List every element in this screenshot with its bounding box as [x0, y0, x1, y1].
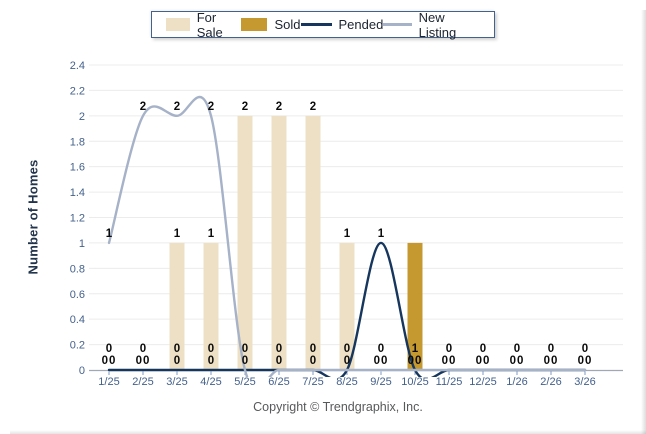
- svg-text:0: 0: [79, 365, 85, 377]
- legend-item-new-listing: New Listing: [383, 10, 480, 40]
- svg-text:1.8: 1.8: [70, 136, 85, 148]
- pended-line-icon: [300, 23, 332, 26]
- svg-text:1: 1: [106, 228, 113, 240]
- svg-text:0: 0: [310, 343, 316, 355]
- svg-text:11/25: 11/25: [436, 376, 463, 388]
- svg-text:5/25: 5/25: [234, 376, 255, 388]
- svg-text:2: 2: [79, 111, 85, 123]
- svg-text:0: 0: [208, 343, 214, 355]
- svg-text:0: 0: [378, 343, 384, 355]
- svg-text:1.6: 1.6: [70, 162, 85, 174]
- svg-text:0: 0: [208, 355, 214, 367]
- baseline-value-labels: 0 0 0 0 0 0 0 0 0 1 0 0 0 0 000 00 0 0 0 0 0 0 00 00 00 00 00 00 00: [102, 343, 593, 367]
- svg-text:00: 00: [476, 355, 491, 367]
- svg-text:0: 0: [106, 343, 112, 355]
- bars-sold: [407, 242, 423, 370]
- svg-text:9/25: 9/25: [370, 376, 391, 388]
- svg-text:00: 00: [442, 355, 457, 367]
- svg-text:10/25: 10/25: [401, 376, 429, 388]
- svg-text:2: 2: [242, 101, 248, 113]
- panel-shadow-bottom: [10, 430, 646, 434]
- legend: For Sale Sold Pended New Listing: [151, 10, 495, 40]
- svg-text:0: 0: [344, 355, 350, 367]
- svg-text:0: 0: [310, 355, 316, 367]
- sold-swatch-icon: [241, 18, 268, 31]
- svg-text:1.2: 1.2: [70, 213, 85, 225]
- legend-label-sold: Sold: [274, 17, 301, 32]
- svg-text:0: 0: [276, 343, 282, 355]
- svg-text:0: 0: [446, 343, 452, 355]
- new-listing-line-icon: [383, 23, 412, 26]
- legend-item-pended: Pended: [300, 17, 384, 32]
- svg-text:2: 2: [174, 101, 180, 113]
- grid-lines: [89, 64, 623, 346]
- svg-text:1.4: 1.4: [70, 187, 85, 199]
- svg-text:3/25: 3/25: [166, 376, 187, 388]
- svg-text:1/26: 1/26: [506, 376, 527, 388]
- svg-text:0: 0: [548, 343, 554, 355]
- svg-text:0: 0: [242, 343, 248, 355]
- svg-text:0.8: 0.8: [70, 263, 85, 275]
- legend-label-new-listing: New Listing: [418, 9, 457, 40]
- svg-text:2: 2: [310, 101, 316, 113]
- svg-text:2.4: 2.4: [70, 60, 85, 72]
- svg-text:2/26: 2/26: [540, 376, 561, 388]
- legend-label-for-sale: For Sale: [196, 9, 223, 40]
- svg-text:1: 1: [344, 228, 351, 240]
- svg-text:2.2: 2.2: [70, 85, 85, 97]
- legend-label-pended: Pended: [338, 17, 384, 32]
- svg-text:4/25: 4/25: [200, 376, 221, 388]
- svg-text:2: 2: [276, 101, 282, 113]
- svg-text:1: 1: [412, 343, 419, 355]
- value-labels: 1 2 2 1 2 1 2 2 2 1 1: [106, 101, 385, 240]
- svg-text:0.4: 0.4: [70, 314, 85, 326]
- bars-for-sale: [169, 115, 355, 370]
- svg-text:2: 2: [140, 101, 146, 113]
- svg-text:0: 0: [276, 355, 282, 367]
- x-axis-labels: 1/25 2/25 3/25 4/25 5/25 6/25 7/25 8/25 9/25 10/2…: [98, 376, 595, 388]
- svg-text:1: 1: [208, 228, 215, 240]
- svg-text:00: 00: [578, 355, 593, 367]
- svg-text:0: 0: [514, 343, 520, 355]
- svg-text:8/25: 8/25: [336, 376, 357, 388]
- svg-text:2: 2: [208, 101, 214, 113]
- copyright-text: Copyright © Trendgraphix, Inc.: [253, 400, 423, 414]
- panel-shadow-right: [641, 10, 646, 434]
- svg-text:1: 1: [378, 228, 385, 240]
- svg-text:0: 0: [582, 343, 588, 355]
- svg-text:00: 00: [408, 355, 423, 367]
- svg-text:00: 00: [374, 355, 389, 367]
- svg-text:3/26: 3/26: [574, 376, 595, 388]
- y-axis-labels: 0 0.2 0.4 0.6 0.8 1 1.2 1.4 1.6 1.8 2 2.2 2.4: [70, 60, 85, 377]
- svg-text:0.6: 0.6: [70, 289, 85, 301]
- svg-text:00: 00: [136, 355, 151, 367]
- svg-text:0: 0: [344, 343, 350, 355]
- svg-text:1: 1: [174, 228, 181, 240]
- svg-text:0: 0: [174, 343, 180, 355]
- legend-item-sold: Sold: [241, 17, 301, 32]
- svg-text:00: 00: [544, 355, 559, 367]
- svg-text:2/25: 2/25: [132, 376, 153, 388]
- svg-text:0: 0: [140, 343, 146, 355]
- svg-text:00: 00: [102, 355, 117, 367]
- for-sale-swatch-icon: [166, 18, 190, 31]
- svg-text:1: 1: [79, 238, 85, 250]
- svg-text:00: 00: [510, 355, 525, 367]
- svg-text:0: 0: [242, 355, 248, 367]
- legend-item-for-sale: For Sale: [166, 10, 241, 40]
- svg-text:1/25: 1/25: [98, 376, 119, 388]
- line-new-listing: [107, 95, 587, 377]
- svg-text:0: 0: [174, 355, 180, 367]
- svg-text:0: 0: [480, 343, 486, 355]
- svg-text:0.2: 0.2: [70, 340, 85, 352]
- svg-text:12/25: 12/25: [469, 376, 497, 388]
- svg-text:7/25: 7/25: [302, 376, 323, 388]
- svg-text:6/25: 6/25: [268, 376, 289, 388]
